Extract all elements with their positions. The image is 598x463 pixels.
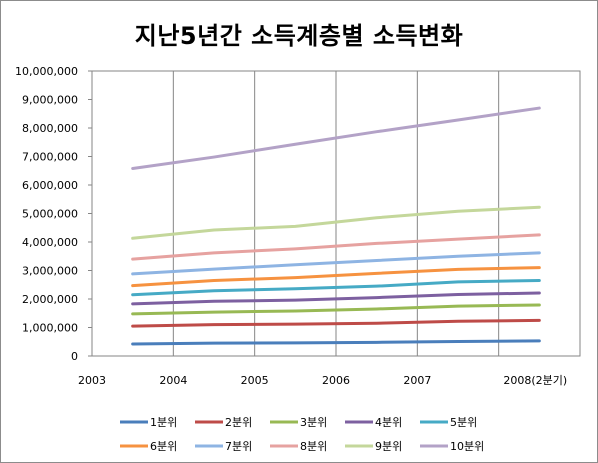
y-tick-label: 3,000,000 [22, 265, 78, 278]
y-tick-label: 0 [71, 350, 78, 363]
legend-label: 7분위 [225, 440, 252, 453]
x-tick-label: 2008(2분기) [503, 374, 567, 387]
series-line [131, 318, 541, 328]
x-tick-label: 2005 [241, 374, 269, 387]
legend-label: 8분위 [300, 440, 327, 453]
y-tick-label: 8,000,000 [22, 122, 78, 135]
legend-label: 6분위 [150, 440, 177, 453]
y-tick-label: 7,000,000 [22, 151, 78, 164]
legend-label: 9분위 [375, 440, 402, 453]
series-line [131, 266, 541, 288]
series-line [131, 303, 541, 316]
x-tick-label: 2004 [159, 374, 187, 387]
series-line [131, 106, 541, 170]
series-line [131, 233, 541, 261]
y-tick-label: 2,000,000 [22, 293, 78, 306]
x-tick-label: 2007 [403, 374, 431, 387]
legend-label: 3분위 [300, 416, 327, 429]
y-tick-label: 4,000,000 [22, 236, 78, 249]
legend-label: 5분위 [450, 416, 477, 429]
y-tick-label: 9,000,000 [22, 94, 78, 107]
series-line [131, 205, 541, 240]
y-tick-label: 1,000,000 [22, 322, 78, 335]
chart-title: 지난5년간 소득계층별 소득변화 [134, 22, 464, 50]
series-line [131, 291, 541, 306]
legend-label: 1분위 [150, 416, 177, 429]
legend-label: 10분위 [450, 440, 484, 453]
legend-label: 4분위 [375, 416, 402, 429]
x-tick-label: 2006 [322, 374, 350, 387]
x-tick-label: 2003 [78, 374, 106, 387]
y-tick-label: 10,000,000 [15, 65, 78, 78]
series-line [131, 339, 541, 346]
series-line [131, 251, 541, 276]
legend-label: 2분위 [225, 416, 252, 429]
series-line [131, 278, 541, 297]
y-tick-label: 6,000,000 [22, 179, 78, 192]
y-tick-label: 5,000,000 [22, 208, 78, 221]
